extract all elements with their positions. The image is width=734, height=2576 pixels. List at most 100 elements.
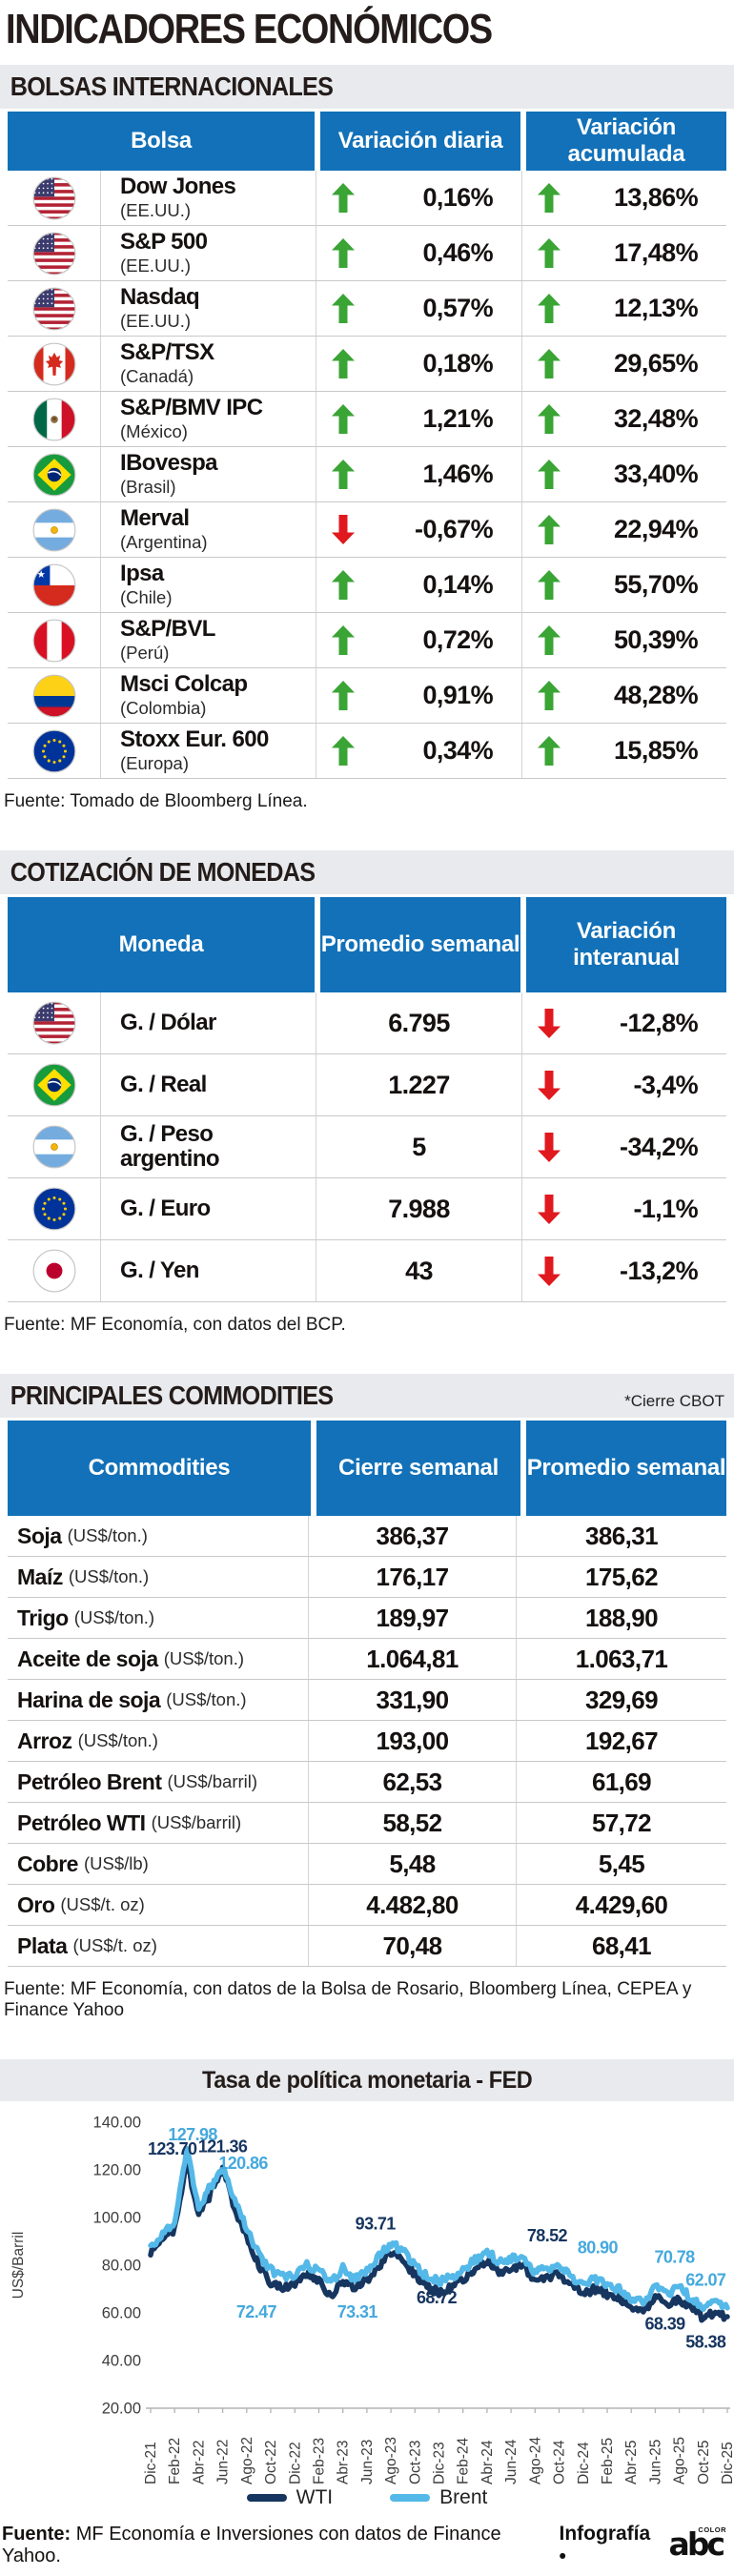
exchange-country: (Argentina): [120, 532, 208, 552]
up-arrow-icon: [332, 736, 355, 766]
chart-title: Tasa de política monetaria - FED: [201, 2066, 533, 2094]
yearly-variation-value: -34,2%: [620, 1132, 699, 1161]
weekly-average-cell: 68,41: [516, 1926, 726, 1966]
commodity-unit: (US$/t. oz): [60, 1894, 145, 1914]
cl-flag-icon: [32, 563, 75, 606]
accumulated-variation-value: 22,94%: [614, 515, 699, 543]
exchange-name: Nasdaq: [120, 284, 200, 310]
commodities-table-row: Harina de soja (US$/ton.) 331,90 329,69: [8, 1680, 726, 1721]
up-arrow-icon: [332, 570, 355, 600]
chart-annotation: 127.98: [168, 2125, 217, 2144]
up-arrow-icon: [332, 460, 355, 489]
daily-variation-cell: 0,91%: [316, 668, 521, 723]
exchange-name: Msci Colcap: [120, 671, 248, 697]
weekly-average-cell: 1.227: [316, 1054, 521, 1115]
commodity-name: Arroz: [17, 1728, 72, 1753]
co-flag-icon: [32, 674, 75, 717]
daily-variation-value: 0,57%: [422, 294, 493, 322]
currency-name: G. / Peso argentino: [120, 1121, 220, 1172]
column-header-bolsa: Bolsa: [8, 112, 315, 171]
up-arrow-icon: [538, 238, 561, 268]
svg-text:100.00: 100.00: [93, 2210, 141, 2227]
up-arrow-icon: [332, 294, 355, 323]
commodities-table-header: Commodities Cierre semanal Promedio sema…: [0, 1421, 734, 1516]
yearly-variation-value: -13,2%: [620, 1256, 699, 1285]
weekly-close-cell: 193,00: [308, 1721, 516, 1761]
yearly-variation-cell: -34,2%: [521, 1116, 726, 1177]
up-arrow-icon: [538, 681, 561, 710]
down-arrow-icon: [538, 1256, 561, 1286]
svg-text:Jun-25: Jun-25: [647, 2440, 663, 2484]
commodity-name: Soja: [17, 1523, 62, 1548]
page-footer: Fuente: MF Economía e Inversiones con da…: [0, 2519, 734, 2576]
currency-name: G. / Dólar: [120, 1010, 216, 1035]
monedas-table-row: G. / Real 1.227 -3,4%: [8, 1054, 726, 1116]
us-flag-icon: [32, 287, 75, 330]
down-arrow-icon: [538, 1132, 561, 1162]
weekly-average-cell: 5,45: [516, 1844, 726, 1884]
daily-variation-cell: 0,72%: [316, 613, 521, 667]
weekly-average-value: 43: [405, 1256, 433, 1285]
down-arrow-icon: [538, 1070, 561, 1100]
legend-item-brent: Brent: [390, 2486, 487, 2509]
daily-variation-value: 0,91%: [422, 681, 493, 709]
weekly-average-cell: 192,67: [516, 1721, 726, 1761]
commodity-cell: Plata (US$/t. oz): [8, 1926, 308, 1966]
bolsas-table-row: Dow Jones (EE.UU.) 0,16% 13,86%: [8, 171, 726, 226]
yearly-variation-cell: -1,1%: [521, 1178, 726, 1239]
section-cotizacion-monedas: COTIZACIÓN DE MONEDAS Moneda Promedio se…: [0, 850, 734, 1336]
svg-text:Jun-23: Jun-23: [359, 2440, 376, 2484]
exchange-country: (Chile): [120, 587, 173, 607]
chart-annotation: 70.78: [654, 2248, 695, 2267]
us-flag-icon: [32, 232, 75, 275]
chart-line-brent: [148, 2145, 730, 2313]
chart-annotation: 120.86: [218, 2154, 268, 2173]
section-heading: PRINCIPALES COMMODITIES: [10, 1380, 334, 1410]
accumulated-variation-cell: 48,28%: [521, 668, 726, 723]
weekly-average-cell: 175,62: [516, 1557, 726, 1597]
exchange-cell: S&P/BMV IPC (México): [100, 392, 316, 446]
yearly-variation-cell: -3,4%: [521, 1054, 726, 1115]
exchange-cell: S&P 500 (EE.UU.): [100, 226, 316, 280]
exchange-cell: Merval (Argentina): [100, 502, 316, 557]
exchange-country: (Europa): [120, 753, 189, 773]
exchange-cell: S&P/TSX (Canadá): [100, 337, 316, 391]
svg-text:US$/Barril: US$/Barril: [10, 2232, 27, 2300]
currency-cell: G. / Yen: [100, 1240, 316, 1301]
bolsas-table-row: Stoxx Eur. 600 (Europa) 0,34% 15,85%: [8, 724, 726, 779]
svg-text:Abr-24: Abr-24: [479, 2440, 496, 2484]
svg-text:Feb-25: Feb-25: [600, 2438, 616, 2484]
svg-text:40.00: 40.00: [102, 2353, 141, 2370]
weekly-average-value: 1.063,71: [575, 1644, 668, 1673]
weekly-average-value: 5: [412, 1132, 426, 1161]
daily-variation-cell: 0,14%: [316, 558, 521, 612]
daily-variation-cell: 1,21%: [316, 392, 521, 446]
commodity-name: Petróleo WTI: [17, 1809, 146, 1835]
exchange-country: (México): [120, 421, 188, 441]
accumulated-variation-cell: 29,65%: [521, 337, 726, 391]
weekly-average-cell: 329,69: [516, 1680, 726, 1720]
svg-text:Feb-22: Feb-22: [167, 2438, 183, 2484]
weekly-close-value: 386,37: [376, 1521, 450, 1550]
down-arrow-icon: [538, 1008, 561, 1038]
weekly-average-value: 6.795: [388, 1008, 450, 1037]
commodity-name: Maíz: [17, 1564, 63, 1589]
svg-text:Abr-22: Abr-22: [191, 2440, 207, 2484]
svg-text:60.00: 60.00: [102, 2305, 141, 2322]
weekly-average-cell: 61,69: [516, 1762, 726, 1802]
commodity-name: Trigo: [17, 1605, 69, 1630]
section-heading: BOLSAS INTERNACIONALES: [10, 72, 334, 101]
accumulated-variation-cell: 33,40%: [521, 447, 726, 501]
commodity-unit: (US$/ton.): [68, 1566, 150, 1586]
down-arrow-icon: [538, 1194, 561, 1224]
currency-name: G. / Real: [120, 1072, 207, 1097]
daily-variation-value: 1,21%: [422, 404, 493, 433]
exchange-name: Stoxx Eur. 600: [120, 726, 269, 752]
bolsas-table-row: S&P 500 (EE.UU.) 0,46% 17,48%: [8, 226, 726, 281]
flag-cell: [8, 447, 100, 501]
flag-cell: [8, 1054, 100, 1115]
monedas-table-body: G. / Dólar 6.795 -12,8% G. / Real 1.227 -3,4%…: [0, 992, 734, 1302]
weekly-close-cell: 176,17: [308, 1557, 516, 1597]
currency-cell: G. / Dólar: [100, 992, 316, 1053]
flag-cell: [8, 1116, 100, 1177]
